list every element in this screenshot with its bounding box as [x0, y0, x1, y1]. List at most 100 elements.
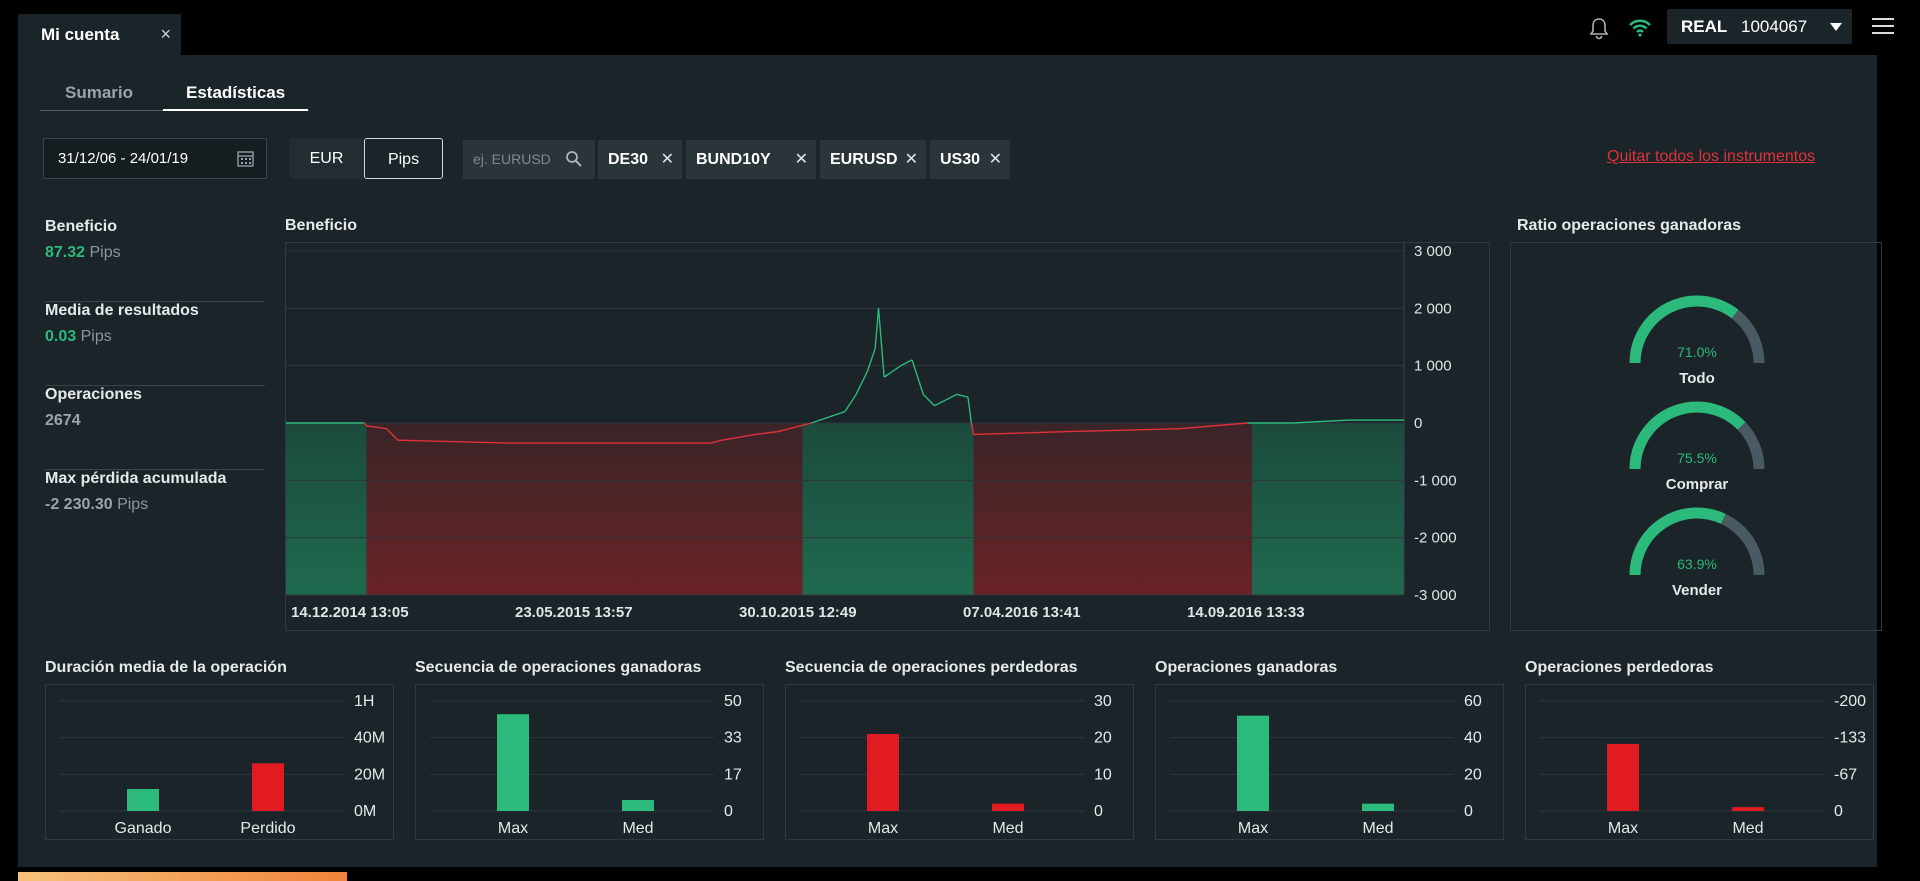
y-tick-label: 33	[724, 730, 742, 747]
stat-number: -2 230.30	[45, 496, 113, 513]
search-placeholder: ej. EURUSD	[473, 151, 551, 167]
ratio-gauges: 71.0% Todo 75.5% Comprar 63.9% Vender	[1629, 295, 1765, 599]
x-tick-label: Max	[1238, 820, 1268, 837]
unit-pips-button[interactable]: Pips	[364, 138, 443, 179]
y-tick-label: 20	[1464, 766, 1482, 783]
main-panel: Sumario Estadísticas 31/12/06 - 24/01/19…	[18, 55, 1882, 867]
bar-chart-title: Duración media de la operación	[45, 659, 287, 676]
profit-chart-title: Beneficio	[285, 217, 358, 234]
profit-region	[802, 423, 974, 595]
hamburger-menu-icon[interactable]	[1872, 18, 1894, 36]
line-segment	[877, 308, 885, 378]
date-range-picker[interactable]: 31/12/06 - 24/01/19	[43, 138, 267, 179]
x-tick-label: Med	[1732, 820, 1763, 837]
y-tick-label: 20	[1094, 730, 1112, 747]
line-segment	[844, 393, 857, 412]
x-tick-label: Ganado	[115, 820, 172, 837]
winning-trades-bar-chart: 60 40 20 0 Max Med	[1170, 693, 1482, 837]
line-segment	[934, 393, 958, 407]
instrument-chip-us30[interactable]: US30 ✕	[930, 140, 1010, 179]
close-icon[interactable]: ×	[160, 24, 171, 44]
bar-chart-panel: 30 20 10 0 Max Med	[785, 684, 1134, 840]
y-tick-label: 0	[1094, 803, 1103, 820]
tab-estadisticas[interactable]: Estadísticas	[162, 83, 309, 111]
bar	[497, 714, 529, 811]
x-tick-label: Max	[868, 820, 898, 837]
ratio-panel: 71.0% Todo 75.5% Comprar 63.9% Vender	[1510, 242, 1882, 631]
y-tick-label: -3 000	[1414, 587, 1457, 604]
stat-unit: Pips	[89, 244, 121, 261]
profit-region	[286, 423, 367, 595]
date-range-value: 31/12/06 - 24/01/19	[58, 150, 189, 167]
remove-icon[interactable]: ✕	[794, 151, 808, 168]
remove-all-instruments-link[interactable]: Quitar todos los instrumentos	[1607, 148, 1816, 165]
instrument-chip-de30[interactable]: DE30 ✕	[598, 140, 682, 179]
tab-label: Mi cuenta	[41, 25, 120, 44]
bar	[127, 789, 159, 811]
tab-mi-cuenta[interactable]: Mi cuenta ×	[18, 14, 181, 55]
bar	[867, 734, 899, 811]
losing-streak-bar-chart: 30 20 10 0 Max Med	[800, 693, 1112, 837]
gauge-fill	[1629, 507, 1726, 576]
line-segment	[970, 422, 975, 435]
unit-eur-button[interactable]: EUR	[289, 138, 364, 179]
y-tick-label: 3 000	[1414, 243, 1452, 260]
y-tick-label: 17	[724, 766, 742, 783]
stat-unit: Pips	[80, 328, 112, 345]
line-segment	[1068, 428, 1181, 433]
x-tick-label: 14.09.2016 13:33	[1187, 604, 1305, 621]
line-segment	[721, 433, 756, 441]
gauge-value: 63.9%	[1677, 556, 1717, 572]
remove-icon[interactable]: ✕	[904, 151, 918, 168]
gauge-value: 71.0%	[1677, 344, 1717, 360]
ratio-title: Ratio operaciones ganadoras	[1517, 217, 1742, 234]
line-segment	[386, 428, 399, 441]
wifi-icon	[1629, 19, 1651, 37]
y-tick-label: 0	[1834, 803, 1843, 820]
x-tick-label: Med	[622, 820, 653, 837]
x-tick-label: 07.04.2016 13:41	[963, 604, 1081, 621]
gauge-label: Vender	[1672, 582, 1722, 599]
account-mode: REAL	[1681, 17, 1728, 36]
line-segment	[956, 393, 969, 398]
y-tick-label: 30	[1094, 693, 1112, 710]
account-selector[interactable]: REAL 1004067	[1667, 9, 1852, 44]
top-bar: Mi cuenta × REAL 1004067	[0, 0, 1920, 55]
line-segment	[900, 359, 913, 367]
stat-number: 87.32	[45, 244, 86, 261]
stat-label: Media de resultados	[45, 302, 199, 319]
loss-region	[973, 423, 1252, 595]
bell-icon[interactable]	[1588, 16, 1610, 40]
bar	[252, 763, 284, 811]
bar	[992, 803, 1024, 811]
y-tick-label: 1 000	[1414, 358, 1452, 375]
gauge-fill	[1629, 295, 1739, 364]
instrument-chip-bund10y[interactable]: BUND10Y ✕	[686, 140, 816, 179]
winning-streak-bar-chart: 50 33 17 0 Max Med	[430, 693, 742, 837]
duration-bar-chart: 1H 40M 20M 0M Ganado Perdido	[60, 693, 385, 837]
profit-chart-panel: 3 000 2 000 1 000 0 -1 000 -2 000 -3 000 14.12.…	[285, 242, 1490, 631]
x-tick-label: 23.05.2015 13:57	[515, 604, 633, 621]
stat-label: Max pérdida acumulada	[45, 470, 227, 487]
gauge-value: 75.5%	[1677, 450, 1717, 466]
search-icon	[566, 151, 582, 167]
y-tick-label: 2 000	[1414, 300, 1452, 317]
line-segment	[922, 393, 935, 407]
remove-icon[interactable]: ✕	[660, 151, 674, 168]
y-tick-label: 0	[1414, 415, 1422, 432]
instrument-chip-label: EURUSD	[830, 151, 898, 168]
y-tick-label: 40	[1464, 730, 1482, 747]
profit-region	[1251, 423, 1404, 595]
instrument-chip-eurusd[interactable]: EURUSD ✕	[820, 140, 926, 179]
y-tick-label: 60	[1464, 693, 1482, 710]
instrument-chip-label: DE30	[608, 151, 649, 168]
instrument-search-input[interactable]: ej. EURUSD	[463, 140, 595, 179]
line-segment	[777, 422, 812, 433]
x-tick-label: 14.12.2014 13:05	[291, 604, 409, 621]
stat-value: 0.03 Pips	[45, 328, 112, 346]
line-segment	[855, 371, 868, 395]
tab-sumario[interactable]: Sumario	[65, 83, 134, 102]
remove-icon[interactable]: ✕	[988, 151, 1002, 168]
losing-trades-bar-chart: -200 -133 -67 0 Max Med	[1540, 693, 1866, 837]
bar-chart-panel: 60 40 20 0 Max Med	[1155, 684, 1504, 840]
